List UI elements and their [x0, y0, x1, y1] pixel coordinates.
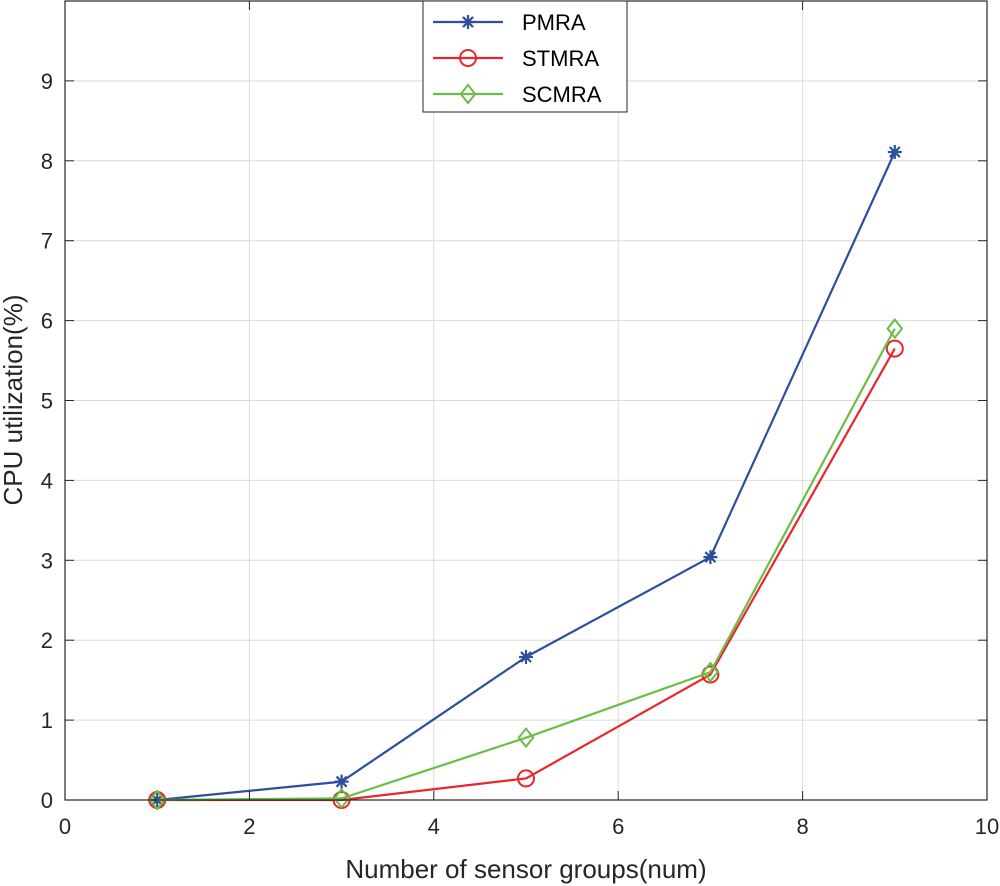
legend-entry-scmra: SCMRA	[433, 82, 602, 107]
legend-marker	[459, 83, 477, 105]
grid-lines	[65, 1, 987, 800]
x-tick-label: 0	[59, 814, 71, 839]
data-point-pmra	[519, 649, 533, 664]
x-tick-label: 8	[796, 814, 808, 839]
data-point-scmra	[517, 727, 535, 749]
y-tick-label: 7	[41, 229, 53, 254]
legend-label: SCMRA	[522, 82, 602, 107]
data-point-pmra	[334, 774, 349, 789]
legend-label: PMRA	[522, 10, 586, 35]
y-tick-label: 1	[41, 708, 53, 733]
legend: PMRA STMRA SCMRA	[422, 0, 628, 113]
axis-ticks: 0 2 4 6 8 10 0 1 2 3 4 5 6 7 8 9	[41, 1, 999, 839]
x-tick-label: 10	[975, 814, 999, 839]
y-tick-label: 3	[41, 548, 53, 573]
x-axis-title: Number of sensor groups(num)	[345, 854, 706, 884]
series-line-scmra	[157, 328, 896, 802]
data-point-scmra	[701, 661, 719, 683]
y-tick-label: 5	[41, 389, 53, 414]
y-tick-label: 6	[41, 309, 53, 334]
data-point-scmra	[886, 317, 904, 340]
y-tick-label: 2	[41, 628, 53, 653]
data-point-scmra	[333, 787, 351, 810]
data-point-stmra	[885, 339, 904, 358]
y-axis-title: CPU utilization(%)	[0, 295, 28, 506]
legend-label: STMRA	[522, 46, 599, 71]
y-tick-label: 0	[41, 788, 53, 813]
x-tick-label: 4	[428, 814, 440, 839]
y-tick-label: 9	[41, 69, 53, 94]
y-tick-label: 8	[41, 149, 53, 174]
legend-entry-pmra: PMRA	[433, 10, 586, 35]
x-tick-label: 6	[612, 814, 624, 839]
legend-marker	[459, 49, 477, 67]
legend-entry-stmra: STMRA	[433, 46, 599, 71]
y-tick-label: 4	[41, 468, 53, 493]
data-point-stmra	[517, 769, 535, 788]
data-point-scmra	[148, 789, 166, 811]
x-tick-label: 2	[243, 814, 255, 839]
data-point-pmra	[887, 145, 902, 160]
data-point-pmra	[703, 550, 718, 565]
series-scmra	[148, 317, 904, 811]
legend-marker	[461, 15, 475, 29]
